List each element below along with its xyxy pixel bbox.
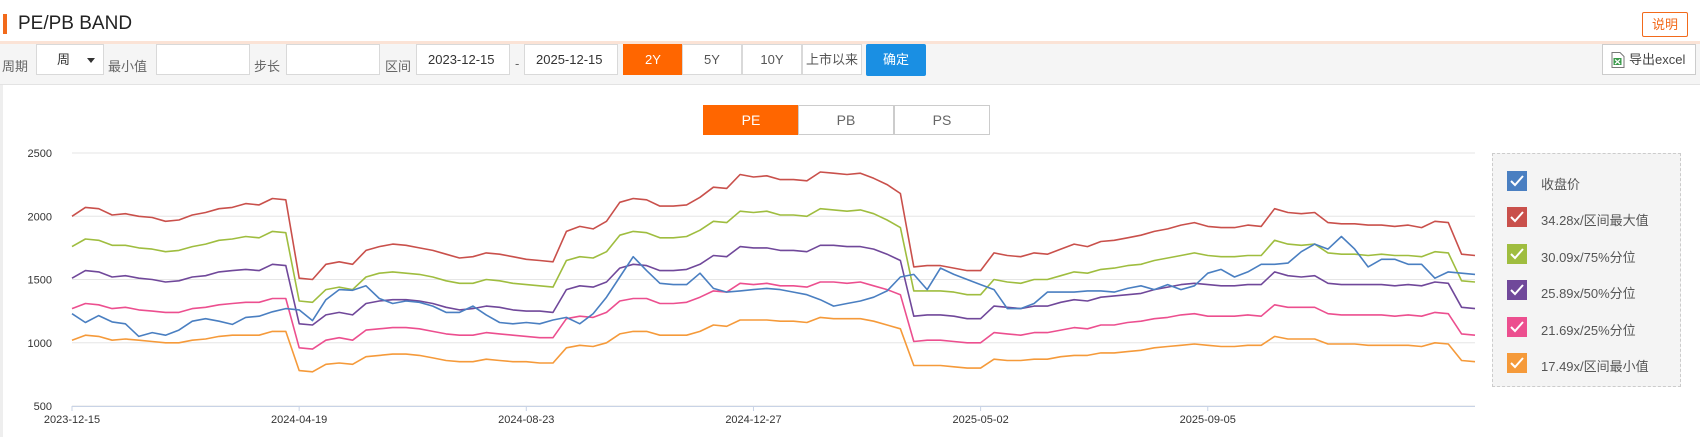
export-excel-button[interactable]: 导出excel <box>1602 44 1696 75</box>
checkbox-checked-icon[interactable] <box>1507 353 1527 373</box>
tab-ps[interactable]: PS <box>894 105 990 135</box>
step-label: 步长 <box>254 59 281 74</box>
chart-panel <box>0 85 1700 437</box>
y-tick-label: 500 <box>34 401 52 413</box>
range-button-10y[interactable]: 10Y <box>742 44 802 75</box>
legend-label: 21.69x/25%分位 <box>1541 323 1636 338</box>
y-tick-label: 2500 <box>28 148 52 160</box>
tab-pe[interactable]: PE <box>703 105 799 135</box>
confirm-button[interactable]: 确定 <box>866 44 926 76</box>
title-bar: PE/PB BAND 说明 <box>0 0 1700 44</box>
min-value-label: 最小值 <box>108 59 148 74</box>
date-separator: - <box>515 56 520 71</box>
legend-label: 34.28x/区间最大值 <box>1541 213 1649 228</box>
legend-label: 30.09x/75%分位 <box>1541 250 1636 265</box>
x-tick-label: 2024-08-23 <box>498 414 554 426</box>
x-tick-label: 2024-04-19 <box>271 414 327 426</box>
series-line-1 <box>71 171 1476 281</box>
y-tick-label: 1500 <box>28 275 52 287</box>
checkbox-checked-icon[interactable] <box>1507 171 1527 191</box>
range-button-5y[interactable]: 5Y <box>682 44 742 75</box>
x-tick-label: 2025-05-02 <box>952 414 1008 426</box>
x-tick-label: 2023-12-15 <box>44 414 100 426</box>
start-date-input[interactable]: 2023-12-15 <box>416 44 510 75</box>
title-accent-bar <box>3 14 7 34</box>
explain-button[interactable]: 说明 <box>1642 12 1688 37</box>
y-tick-label: 1000 <box>28 338 52 350</box>
x-tick-label: 2024-12-27 <box>725 414 781 426</box>
tab-pb[interactable]: PB <box>798 105 894 135</box>
chevron-down-icon <box>87 58 95 63</box>
period-select-value: 周 <box>57 52 71 67</box>
legend-label: 收盘价 <box>1541 177 1581 192</box>
legend-label: 17.49x/区间最小值 <box>1541 359 1649 374</box>
checkbox-checked-icon[interactable] <box>1507 207 1527 227</box>
series-line-5 <box>71 316 1476 373</box>
range-label: 区间 <box>385 59 412 74</box>
y-tick-label: 2000 <box>28 211 52 223</box>
page-title: PE/PB BAND <box>18 13 133 34</box>
checkbox-checked-icon[interactable] <box>1507 280 1527 300</box>
min-value-input[interactable] <box>156 44 250 75</box>
toolbar: 周期 周 最小值 步长 区间 2023-12-15 - 2025-12-15 2… <box>0 44 1700 85</box>
period-label: 周期 <box>2 59 29 74</box>
range-button-since-listing[interactable]: 上市以来 <box>802 44 862 75</box>
legend-label: 25.89x/50%分位 <box>1541 286 1636 301</box>
series-line-2 <box>71 207 1476 304</box>
x-tick-label: 2025-09-05 <box>1180 414 1236 426</box>
step-input[interactable] <box>286 44 380 75</box>
series-line-0 <box>71 235 1476 338</box>
period-select[interactable]: 周 <box>36 44 104 75</box>
checkbox-checked-icon[interactable] <box>1507 244 1527 264</box>
end-date-input[interactable]: 2025-12-15 <box>524 44 618 75</box>
export-excel-label: 导出excel <box>1629 52 1686 67</box>
series-line-4 <box>71 281 1476 350</box>
excel-icon <box>1611 52 1625 68</box>
series-line-3 <box>71 244 1476 326</box>
chart-legend: 收盘价 34.28x/区间最大值 30.09x/75%分位 25.89x/50%… <box>1492 153 1681 387</box>
checkbox-checked-icon[interactable] <box>1507 317 1527 337</box>
